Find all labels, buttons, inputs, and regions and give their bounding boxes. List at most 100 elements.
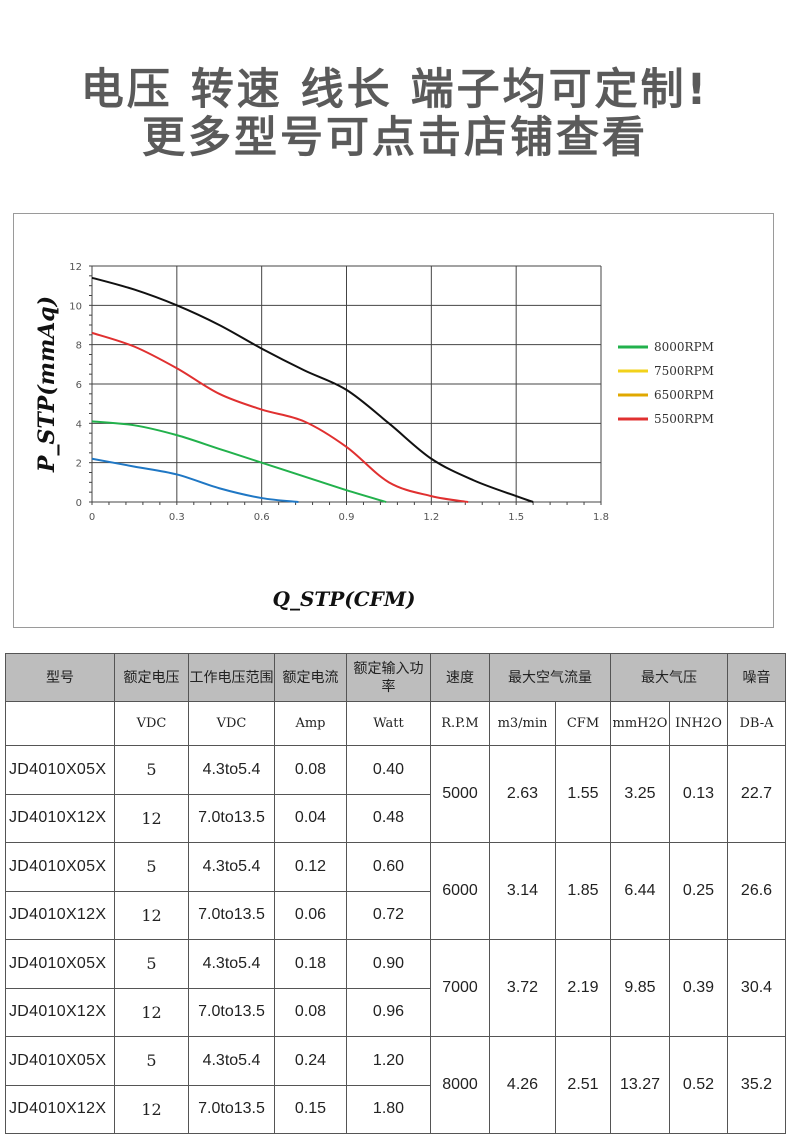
airflow-cfm-cell: 2.51 [555, 1036, 611, 1134]
rated-power-cell: 1.20 [346, 1036, 431, 1086]
rated-current-cell: 0.18 [274, 939, 347, 989]
voltage-range-cell: 7.0to13.5 [188, 1084, 275, 1134]
header-max-pressure: 最大气压 [610, 653, 728, 702]
chart-ticks: 0 0.3 0.6 0.9 1.2 1.5 1.8 0 2 4 6 8 10 12 [69, 262, 609, 523]
unit-cell: INH2O [669, 701, 728, 746]
voltage-range-cell: 4.3to5.4 [188, 939, 275, 989]
airflow-cfm-cell: 1.85 [555, 842, 611, 940]
curve-series-0 [91, 276, 534, 503]
unit-cell: VDC [114, 701, 189, 746]
table-row: JD4010X05X 5 4.3to5.4 0.18 0.90 7000 3.72 2.19 9… [5, 939, 786, 1037]
x-tick-label: 0.9 [339, 512, 355, 523]
airflow-cfm-cell: 1.55 [555, 745, 611, 843]
rated-current-cell: 0.04 [274, 793, 347, 843]
x-tick-label: 0.6 [254, 512, 270, 523]
table-row: JD4010X05X 5 4.3to5.4 0.08 0.40 5000 2.63 1.55 3… [5, 745, 786, 843]
table-row: JD4010X12X 12 7.0to13.5 0.04 0.48 [5, 793, 786, 843]
voltage-range-cell: 4.3to5.4 [188, 1036, 275, 1086]
legend-label: 6500RPM [654, 388, 714, 402]
pressure-mmh2o-cell: 6.44 [610, 842, 670, 940]
x-tick-label: 0.3 [169, 512, 185, 523]
rated-current-cell: 0.08 [274, 987, 347, 1037]
rated-voltage-cell: 5 [114, 745, 189, 795]
chart-legend: 8000RPM 7500RPM 6500RPM 5500RPM [618, 340, 714, 426]
rated-voltage-cell: 5 [114, 939, 189, 989]
rated-current-cell: 0.24 [274, 1036, 347, 1086]
header-max-airflow: 最大空气流量 [489, 653, 611, 702]
header-speed: 速度 [430, 653, 490, 702]
speed-cell: 6000 [430, 842, 490, 940]
legend-label: 8000RPM [654, 340, 714, 354]
rated-power-cell: 0.96 [346, 987, 431, 1037]
model-cell: JD4010X05X [5, 939, 115, 989]
model-cell: JD4010X12X [5, 793, 115, 843]
table-row: JD4010X05X 5 4.3to5.4 0.12 0.60 6000 3.14 1.85 6… [5, 842, 786, 940]
header-model: 型号 [5, 653, 115, 702]
header-rated-voltage: 额定电压 [114, 653, 189, 702]
x-tick-label: 1.5 [508, 512, 524, 523]
pressure-inh2o-cell: 0.52 [669, 1036, 728, 1134]
header-voltage-range: 工作电压范围 [188, 653, 275, 702]
voltage-range-cell: 4.3to5.4 [188, 842, 275, 892]
voltage-range-cell: 4.3to5.4 [188, 745, 275, 795]
speed-cell: 8000 [430, 1036, 490, 1134]
model-cell: JD4010X12X [5, 987, 115, 1037]
x-tick-label: 0 [89, 512, 95, 523]
rated-power-cell: 0.90 [346, 939, 431, 989]
rated-power-cell: 0.60 [346, 842, 431, 892]
table-row: JD4010X12X 12 7.0to13.5 0.15 1.80 [5, 1084, 786, 1134]
model-cell: JD4010X12X [5, 1084, 115, 1134]
table-row: JD4010X12X 12 7.0to13.5 0.08 0.96 [5, 987, 786, 1037]
airflow-m3min-cell: 2.63 [489, 745, 556, 843]
curve-series-2 [91, 420, 387, 503]
model-cell: JD4010X05X [5, 745, 115, 795]
noise-cell: 22.7 [727, 745, 786, 843]
x-tick-label: 1.8 [593, 512, 609, 523]
y-tick-label: 4 [76, 419, 82, 430]
airflow-m3min-cell: 4.26 [489, 1036, 556, 1134]
rated-power-cell: 0.72 [346, 890, 431, 940]
curve-series-1 [91, 331, 469, 503]
chart-frame: 0 0.3 0.6 0.9 1.2 1.5 1.8 0 2 4 6 8 10 12 8000RPM 7500… [13, 213, 774, 628]
chart-grid [89, 265, 602, 505]
model-cell: JD4010X05X [5, 1036, 115, 1086]
rated-voltage-cell: 12 [114, 1084, 189, 1134]
rated-voltage-cell: 5 [114, 1036, 189, 1086]
voltage-range-cell: 7.0to13.5 [188, 793, 275, 843]
rated-current-cell: 0.15 [274, 1084, 347, 1134]
rated-voltage-cell: 5 [114, 842, 189, 892]
voltage-range-cell: 7.0to13.5 [188, 987, 275, 1037]
unit-cell [5, 701, 115, 746]
y-axis-label: P_STP(mmAq) [34, 296, 60, 473]
unit-cell: CFM [555, 701, 611, 746]
pressure-inh2o-cell: 0.39 [669, 939, 728, 1037]
noise-cell: 35.2 [727, 1036, 786, 1134]
unit-cell: mmH2O [610, 701, 670, 746]
table-row: JD4010X12X 12 7.0to13.5 0.06 0.72 [5, 890, 786, 940]
x-axis-label: Q_STP(CFM) [273, 587, 416, 611]
spec-table: 型号 额定电压 工作电压范围 额定电流 额定输入功率 速度 最大空气流量 最大气压 噪音 VDC V… [5, 653, 786, 1134]
pressure-inh2o-cell: 0.13 [669, 745, 728, 843]
airflow-m3min-cell: 3.72 [489, 939, 556, 1037]
x-tick-label: 1.2 [423, 512, 439, 523]
headline-line-1: 电压 转速 线长 端子均可定制! [80, 65, 710, 115]
table-header-row: 型号 额定电压 工作电压范围 额定电流 额定输入功率 速度 最大空气流量 最大气压 噪音 [5, 653, 786, 702]
y-tick-label: 2 [76, 459, 82, 470]
pressure-mmh2o-cell: 3.25 [610, 745, 670, 843]
pressure-inh2o-cell: 0.25 [669, 842, 728, 940]
model-cell: JD4010X05X [5, 842, 115, 892]
header-noise: 噪音 [727, 653, 786, 702]
airflow-cfm-cell: 2.19 [555, 939, 611, 1037]
legend-label: 5500RPM [654, 412, 714, 426]
y-tick-label: 12 [69, 262, 82, 273]
rated-power-cell: 1.80 [346, 1084, 431, 1134]
noise-cell: 26.6 [727, 842, 786, 940]
model-cell: JD4010X12X [5, 890, 115, 940]
legend-label: 7500RPM [654, 364, 714, 378]
table-row: JD4010X05X 5 4.3to5.4 0.24 1.20 8000 4.26 2.51 1… [5, 1036, 786, 1134]
y-tick-label: 0 [76, 498, 82, 509]
rated-current-cell: 0.12 [274, 842, 347, 892]
pressure-mmh2o-cell: 13.27 [610, 1036, 670, 1134]
unit-cell: R.P.M [430, 701, 490, 746]
table-unit-row: VDC VDC Amp Watt R.P.M m3/min CFM mmH2O INH2O DB-… [5, 701, 786, 746]
